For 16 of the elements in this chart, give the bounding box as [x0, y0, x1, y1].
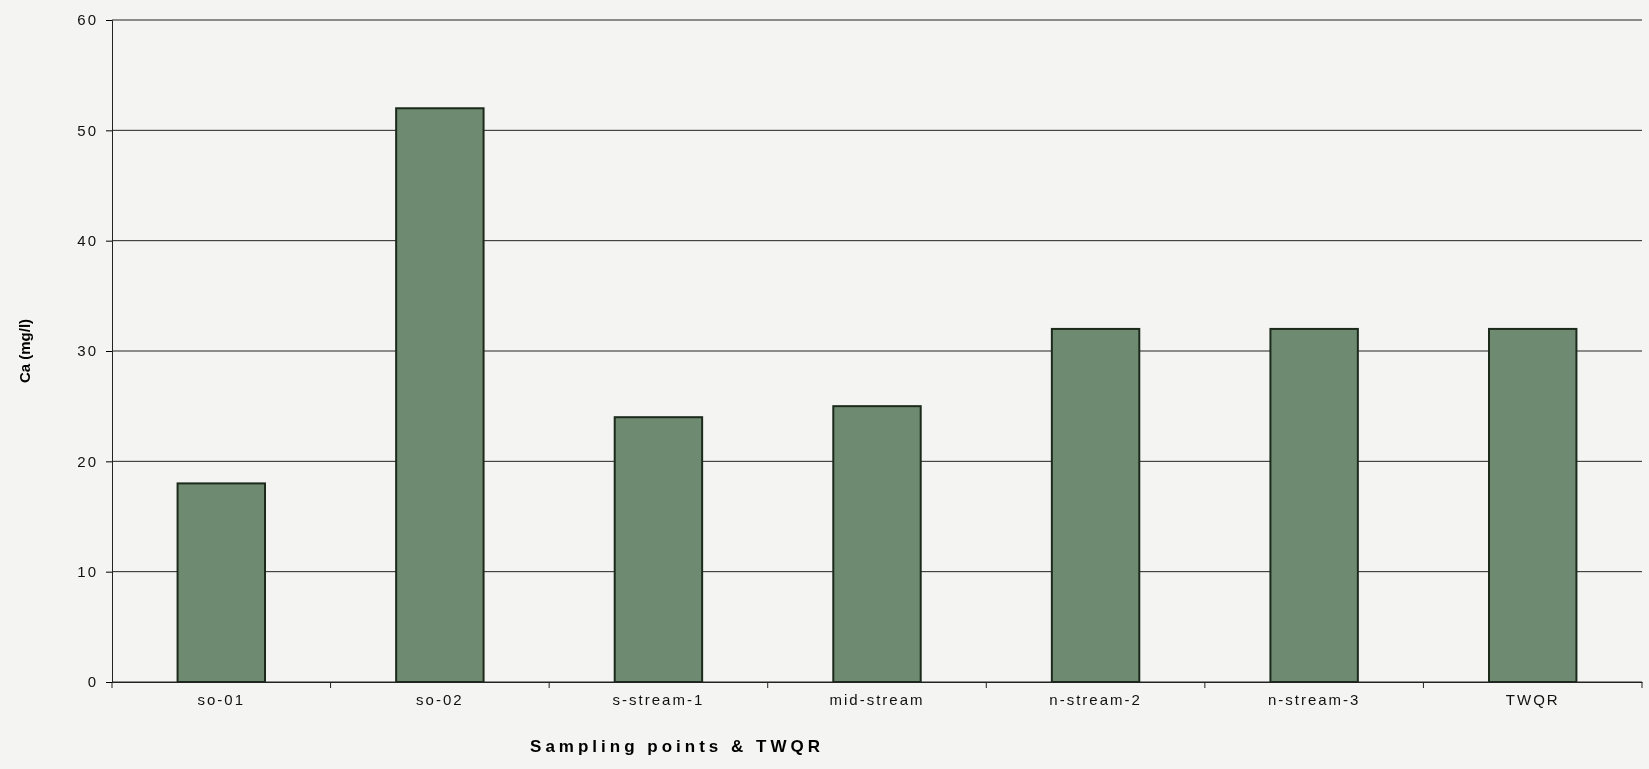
y-axis-title: Ca (mg/l)	[16, 318, 33, 384]
x-tick-label: s-stream-1	[612, 690, 705, 708]
x-tick-label: so-01	[197, 690, 246, 708]
x-tick-label: n-stream-2	[1049, 690, 1142, 708]
y-tick-label: 0	[87, 673, 98, 691]
x-tick-label: so-02	[416, 690, 464, 708]
y-tick-label: 20	[77, 452, 98, 470]
y-tick-label: 10	[77, 562, 98, 580]
x-tick-label: mid-stream	[829, 690, 925, 708]
x-tick-label: n-stream-3	[1267, 690, 1361, 708]
y-tick-label: 60	[77, 11, 98, 29]
x-axis-title: Sampling points & TWQR	[530, 737, 824, 756]
x-tick-label: TWQR	[1505, 690, 1560, 708]
y-tick-label: 30	[77, 342, 98, 360]
y-tick-label: 50	[77, 121, 98, 139]
y-tick-label: 40	[77, 231, 98, 249]
